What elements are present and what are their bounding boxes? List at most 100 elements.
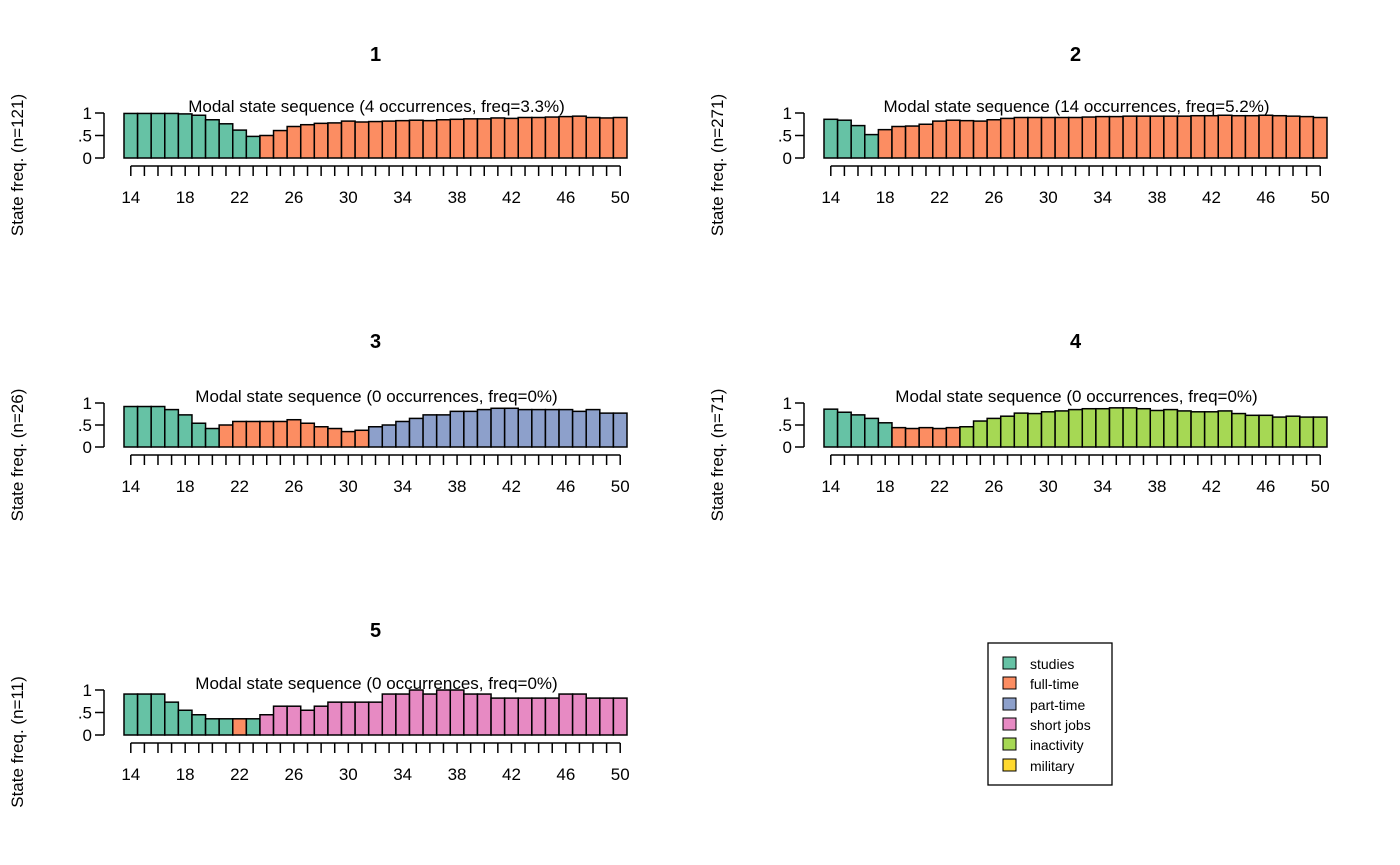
- x-tick-label: 26: [984, 188, 1003, 207]
- bar: [191, 114, 207, 159]
- panel-subtitle: Modal state sequence (0 occurrences, fre…: [195, 674, 557, 693]
- x-tick-label: 50: [1311, 477, 1330, 496]
- bar: [463, 118, 479, 159]
- bar: [204, 427, 220, 448]
- bar: [836, 119, 852, 159]
- bar: [408, 119, 424, 159]
- bar: [1108, 407, 1124, 448]
- y-tick-label: 0: [783, 149, 792, 168]
- panel-subtitle: Modal state sequence (0 occurrences, fre…: [195, 387, 557, 406]
- bar: [123, 693, 139, 736]
- bar: [1149, 409, 1165, 448]
- bar: [877, 422, 893, 448]
- bar: [1299, 115, 1315, 159]
- y-tick-label: .5: [778, 127, 792, 146]
- bar: [449, 118, 465, 159]
- bar: [503, 697, 519, 736]
- bar: [164, 112, 180, 159]
- bar: [449, 689, 465, 736]
- bar: [381, 120, 397, 159]
- bar: [1258, 414, 1274, 448]
- bar: [1231, 412, 1247, 448]
- bar: [1081, 407, 1097, 448]
- bar: [1081, 116, 1097, 159]
- bar: [531, 408, 547, 448]
- x-tick-label: 46: [556, 765, 575, 784]
- bar: [204, 718, 220, 736]
- x-tick-label: 30: [339, 765, 358, 784]
- bar: [503, 407, 519, 448]
- legend-label: part-time: [1030, 697, 1085, 713]
- bar: [1027, 412, 1043, 448]
- bar: [599, 697, 615, 736]
- bar: [136, 693, 152, 736]
- legend-swatch-part-time: [1002, 697, 1017, 711]
- bar: [1190, 114, 1206, 159]
- y-tick-label: 0: [83, 726, 92, 745]
- legend-item: military: [1002, 758, 1074, 774]
- bar: [218, 718, 234, 736]
- bar: [1013, 412, 1029, 448]
- bar: [327, 701, 343, 736]
- bar: [585, 408, 601, 448]
- bar: [1271, 114, 1287, 159]
- bar: [1190, 411, 1206, 448]
- x-tick-label: 18: [876, 477, 895, 496]
- bar: [864, 417, 880, 448]
- bar: [571, 115, 587, 159]
- bar: [449, 410, 465, 448]
- legend-label: studies: [1030, 656, 1074, 672]
- bar: [150, 112, 166, 159]
- bar: [245, 718, 261, 736]
- bar: [150, 693, 166, 736]
- x-tick-label: 18: [176, 477, 195, 496]
- bar: [272, 705, 288, 736]
- bar: [367, 701, 384, 736]
- panel-subtitle: Modal state sequence (0 occurrences, fre…: [895, 387, 1257, 406]
- bar: [1244, 114, 1260, 159]
- legend: studies full-time part-time short jobs i…: [987, 642, 1113, 786]
- bar: [1285, 415, 1301, 448]
- legend-item: part-time: [1002, 697, 1085, 713]
- bar: [612, 116, 628, 159]
- bar: [904, 125, 920, 159]
- x-tick-label: 26: [284, 765, 303, 784]
- x-tick-label: 22: [230, 188, 249, 207]
- bar: [286, 418, 302, 448]
- x-tick-label: 14: [121, 765, 140, 784]
- bar: [999, 117, 1016, 159]
- x-tick-label: 50: [611, 477, 630, 496]
- bar: [177, 414, 193, 448]
- legend-swatch-inactivity: [1002, 737, 1017, 751]
- y-tick-label: .5: [778, 416, 792, 435]
- bar: [286, 125, 302, 159]
- x-tick-label: 46: [1256, 477, 1275, 496]
- bar: [435, 119, 452, 159]
- legend-swatch-short-jobs: [1002, 717, 1017, 731]
- y-tick-label: 1: [83, 394, 92, 413]
- bar: [354, 701, 370, 736]
- x-tick-label: 46: [1256, 188, 1275, 207]
- y-tick-label: 0: [83, 149, 92, 168]
- legend-label: short jobs: [1030, 717, 1091, 733]
- bar: [877, 128, 893, 159]
- bar: [232, 420, 248, 448]
- bar: [272, 420, 288, 448]
- bar: [340, 701, 356, 736]
- x-tick-label: 14: [121, 477, 140, 496]
- legend-item: full-time: [1002, 676, 1079, 692]
- bar: [972, 120, 988, 159]
- bar: [299, 709, 316, 736]
- x-tick-label: 34: [393, 765, 412, 784]
- bar: [299, 422, 316, 448]
- x-tick-label: 38: [448, 765, 467, 784]
- x-tick-label: 50: [611, 765, 630, 784]
- bar: [1299, 416, 1315, 448]
- x-tick-label: 38: [448, 188, 467, 207]
- bar: [999, 415, 1016, 448]
- bar: [245, 420, 261, 448]
- bar: [544, 408, 560, 448]
- bar: [1067, 116, 1084, 159]
- panel-title: 3: [370, 331, 381, 353]
- bar: [558, 408, 574, 448]
